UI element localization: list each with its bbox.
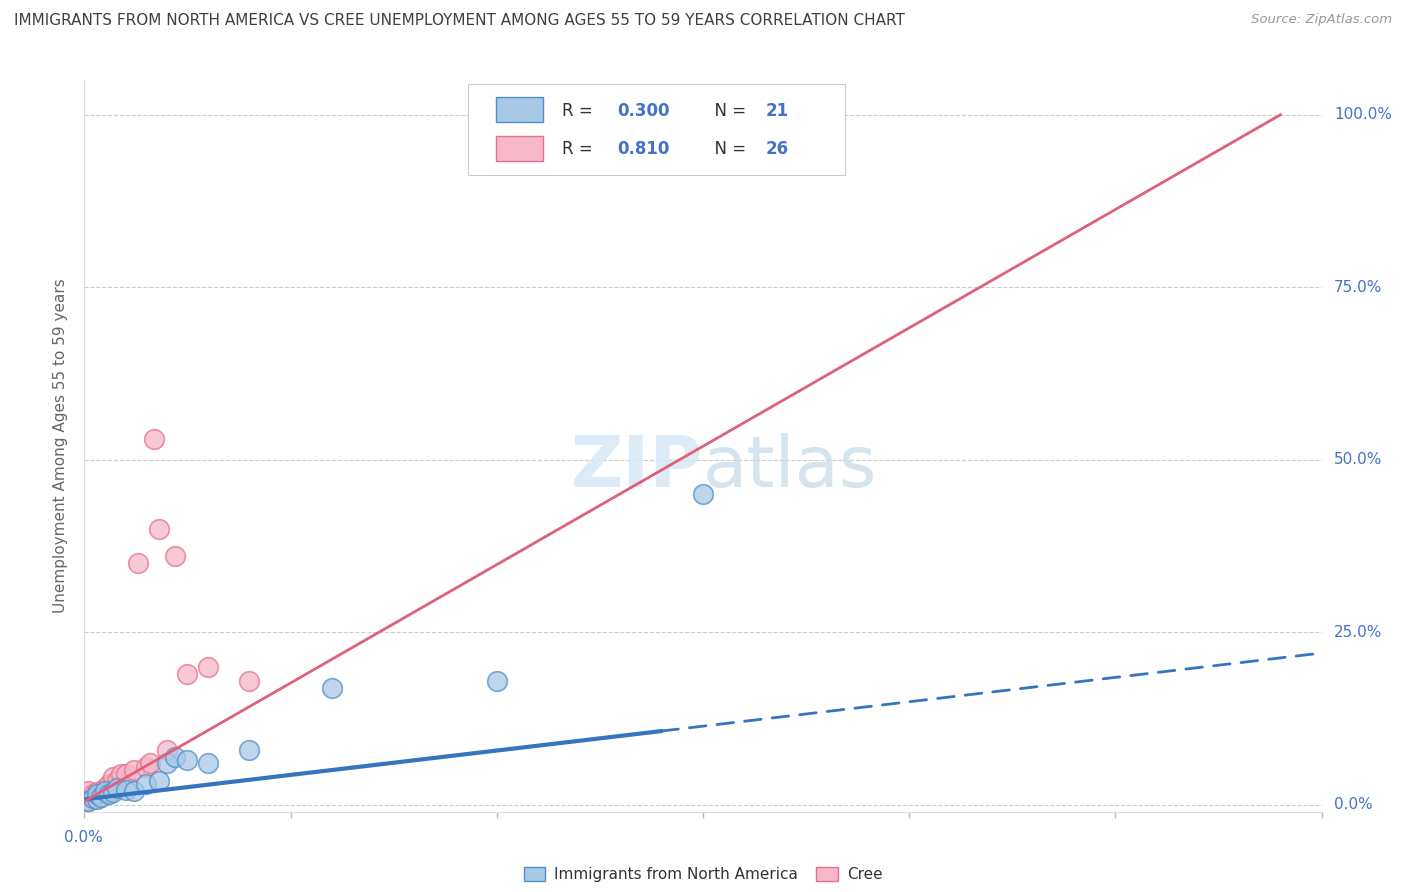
Point [77, 794, 100, 808]
Point [82, 788, 104, 802]
Point [176, 753, 198, 767]
Text: 0.810: 0.810 [617, 140, 671, 159]
Point [122, 784, 145, 798]
Text: 75.0%: 75.0% [1334, 280, 1382, 294]
Text: 21: 21 [766, 102, 789, 120]
Point [148, 522, 170, 536]
Point [82, 791, 104, 805]
Text: N =: N = [704, 140, 752, 159]
Point [77, 784, 100, 798]
Point [165, 749, 187, 764]
Point [90, 788, 112, 802]
Point [165, 549, 187, 564]
Point [156, 742, 179, 756]
Text: 50.0%: 50.0% [1334, 452, 1382, 467]
FancyBboxPatch shape [468, 84, 845, 176]
Point [127, 557, 149, 571]
Point [143, 432, 166, 446]
Point [103, 785, 125, 799]
Point [156, 756, 179, 771]
Point [98, 777, 121, 791]
Point [238, 673, 260, 688]
Text: IMMIGRANTS FROM NORTH AMERICA VS CREE UNEMPLOYMENT AMONG AGES 55 TO 59 YEARS COR: IMMIGRANTS FROM NORTH AMERICA VS CREE UN… [14, 13, 905, 29]
Point [98, 788, 121, 802]
Point [135, 777, 157, 791]
Point [86, 788, 108, 802]
Point [197, 660, 219, 674]
Text: N =: N = [704, 102, 752, 120]
Point [122, 764, 145, 778]
Point [135, 760, 157, 774]
Text: atlas: atlas [703, 434, 877, 502]
Text: 0.300: 0.300 [617, 102, 671, 120]
Point [238, 742, 260, 756]
Point [110, 766, 132, 780]
Point [86, 785, 108, 799]
Text: ZIP: ZIP [571, 434, 703, 502]
Point [692, 487, 714, 501]
Point [114, 782, 136, 797]
Bar [496, 97, 543, 122]
Point [485, 673, 508, 688]
Legend: Immigrants from North America, Cree: Immigrants from North America, Cree [517, 861, 889, 888]
Y-axis label: Unemployment Among Ages 55 to 59 years: Unemployment Among Ages 55 to 59 years [53, 278, 69, 614]
Point [105, 780, 128, 795]
Text: R =: R = [562, 102, 598, 120]
Point [148, 773, 170, 788]
Point [98, 784, 121, 798]
Point [176, 666, 198, 681]
Point [321, 681, 343, 695]
Bar [496, 136, 543, 161]
Point [90, 789, 112, 804]
Text: 0.0%: 0.0% [1334, 797, 1372, 813]
Point [77, 794, 100, 808]
Text: 26: 26 [766, 140, 789, 159]
Point [82, 792, 104, 806]
Point [103, 777, 125, 791]
Point [103, 770, 125, 784]
Point [197, 756, 219, 771]
Text: Source: ZipAtlas.com: Source: ZipAtlas.com [1251, 13, 1392, 27]
Text: 0.0%: 0.0% [63, 830, 103, 845]
Point [86, 792, 108, 806]
Text: 25.0%: 25.0% [1334, 624, 1382, 640]
Point [105, 773, 128, 788]
Point [86, 791, 108, 805]
Point [139, 756, 162, 771]
Point [94, 784, 117, 798]
Point [114, 766, 136, 780]
Text: 100.0%: 100.0% [1334, 107, 1392, 122]
Text: R =: R = [562, 140, 598, 159]
Point [94, 780, 117, 795]
